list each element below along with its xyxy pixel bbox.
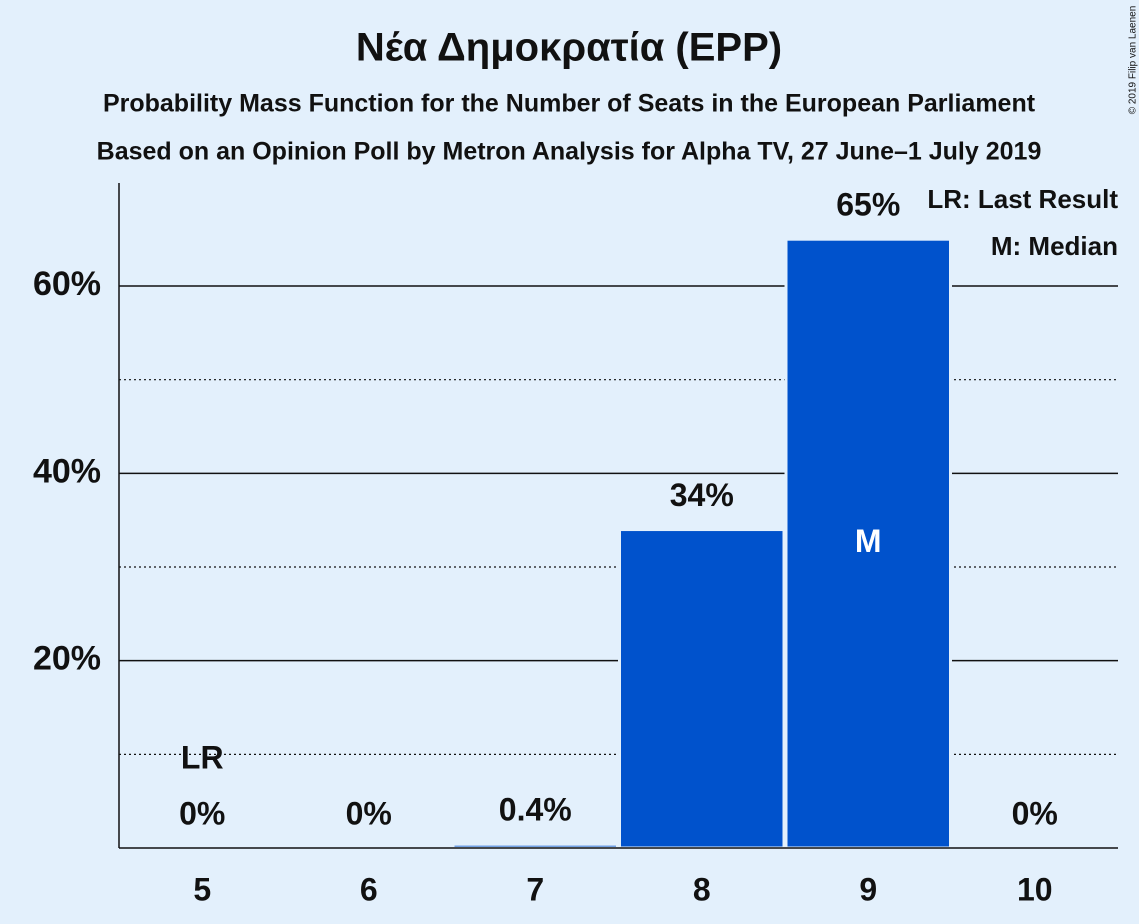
value-label: 0.4%	[499, 792, 572, 828]
value-label: 65%	[836, 187, 900, 223]
x-tick-label: 6	[360, 871, 378, 907]
value-label: 0%	[1012, 795, 1058, 831]
chart-subtitle: Based on an Opinion Poll by Metron Analy…	[97, 138, 1042, 166]
y-tick-label: 40%	[33, 452, 101, 490]
legend-entry: LR: Last Result	[927, 184, 1118, 214]
bar	[618, 528, 786, 850]
x-tick-label: 5	[193, 871, 211, 907]
median-marker: M	[855, 523, 882, 559]
value-label: 0%	[179, 795, 225, 831]
y-tick-label: 20%	[33, 640, 101, 678]
bar	[784, 237, 952, 850]
value-label: 0%	[346, 795, 392, 831]
y-tick-label: 60%	[33, 265, 101, 303]
x-tick-label: 10	[1017, 871, 1053, 907]
x-tick-label: 8	[693, 871, 711, 907]
x-tick-label: 9	[859, 871, 877, 907]
legend-entry: M: Median	[991, 231, 1118, 261]
chart-title: Νέα Δημοκρατία (EPP)	[356, 26, 782, 70]
chart-subtitle: Probability Mass Function for the Number…	[103, 90, 1036, 118]
x-tick-label: 7	[526, 871, 544, 907]
last-result-marker: LR	[181, 739, 224, 775]
value-label: 34%	[670, 477, 734, 513]
copyright: © 2019 Filip van Laenen	[1128, 6, 1139, 115]
